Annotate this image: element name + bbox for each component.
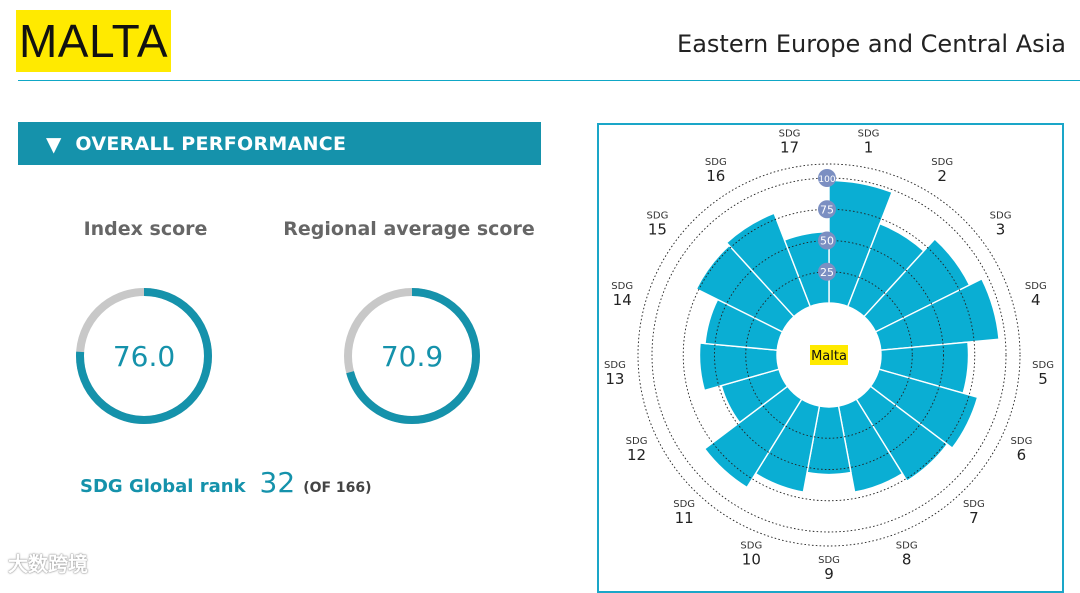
scale-ticks: 25 50 75 100 (818, 169, 836, 281)
sdg-label-prefix: SDG (818, 555, 840, 566)
outer-ring (637, 163, 1021, 547)
sdg-label-number-1: 1 (864, 139, 874, 157)
triangle-down-icon: ▼ (46, 131, 62, 156)
country-name: MALTA (18, 15, 169, 67)
center-label-highlight (810, 345, 848, 365)
index-score-label: Index score (83, 218, 208, 240)
sdg-label-number-17: 17 (780, 139, 799, 157)
scale-tick-label: 100 (818, 175, 835, 185)
rank-value: 32 (259, 466, 296, 499)
sdg-label-prefix: SDG (990, 210, 1012, 221)
sdg-label-prefix: SDG (705, 157, 727, 168)
scale-tick-badge-25 (818, 262, 836, 281)
sdg-label-number-7: 7 (969, 509, 979, 527)
index-score-value: 76.0 (112, 339, 176, 373)
watermark: 大数跨境 (8, 552, 88, 576)
sdg-label-prefix: SDG (963, 499, 985, 510)
grid-ring-50 (714, 240, 944, 470)
index-gauge-ring (76, 288, 212, 424)
section-title: OVERALL PERFORMANCE (75, 132, 347, 155)
sdg-label-prefix: SDG (611, 281, 633, 292)
scale-tick-label: 50 (820, 235, 834, 248)
bars-layer (695, 179, 1000, 493)
center-label: Malta (811, 349, 847, 364)
regional-score-label: Regional average score (283, 218, 535, 240)
scale-tick-badge-100 (818, 169, 836, 187)
sdg-label-prefix: SDG (673, 499, 695, 510)
sdg-label-prefix: SDG (896, 540, 918, 551)
sdg-label-number-13: 13 (605, 370, 624, 388)
sdg-label-prefix: SDG (1011, 436, 1033, 447)
sdg-label-number-6: 6 (1017, 446, 1027, 464)
sdg-label-number-12: 12 (627, 446, 646, 464)
sdg-label-number-14: 14 (613, 291, 632, 309)
sdg-label-number-5: 5 (1038, 370, 1048, 388)
sdg-label-prefix: SDG (626, 436, 648, 447)
sdg-label-number-9: 9 (824, 565, 834, 583)
section-banner: ▼ OVERALL PERFORMANCE (18, 122, 541, 165)
sdg-label-number-11: 11 (675, 509, 694, 527)
sdg-label-prefix: SDG (858, 129, 880, 140)
grid-ring-75 (682, 208, 976, 502)
sdg-label-prefix: SDG (779, 129, 801, 140)
header-divider (18, 80, 1080, 81)
rank-label: SDG Global rank (80, 476, 246, 497)
sdg-labels: SDG1SDG2SDG3SDG4SDG5SDG6SDG7SDG8SDG9SDG1… (604, 129, 1054, 583)
sdg-label-prefix: SDG (647, 210, 669, 221)
scale-tick-badge-50 (818, 231, 836, 250)
index-score-gauge: 76.0 (74, 286, 214, 426)
scale-tick-badge-75 (818, 200, 836, 219)
sdg-label-number-3: 3 (996, 220, 1006, 238)
region-name: Eastern Europe and Central Asia (677, 30, 1066, 58)
country-badge: MALTA (16, 10, 171, 72)
gauge-fill (76, 288, 212, 424)
sdg-label-prefix: SDG (1025, 281, 1047, 292)
scale-tick-label: 75 (820, 203, 834, 216)
scale-tick-label: 25 (820, 266, 834, 279)
sdg-label-number-4: 4 (1031, 291, 1041, 309)
sdg-label-number-15: 15 (648, 220, 667, 238)
sdg-label-prefix: SDG (740, 540, 762, 551)
sdg-label-prefix: SDG (604, 360, 626, 371)
sdg-label-number-8: 8 (902, 550, 912, 568)
gauge-fill (344, 288, 480, 424)
rank-total: (OF 166) (303, 480, 372, 496)
regional-gauge-ring (344, 288, 480, 424)
sdg-label-number-10: 10 (742, 550, 761, 568)
regional-score-gauge: 70.9 (342, 286, 482, 426)
center-label-group: Malta (810, 345, 848, 365)
sdg-label-prefix: SDG (931, 157, 953, 168)
regional-score-value: 70.9 (380, 339, 444, 373)
global-rank: SDG Global rank 32 (OF 166) (80, 466, 372, 499)
sdg-label-prefix: SDG (1032, 360, 1054, 371)
sdg-label-number-16: 16 (706, 167, 725, 185)
sdg-label-number-2: 2 (937, 167, 947, 185)
